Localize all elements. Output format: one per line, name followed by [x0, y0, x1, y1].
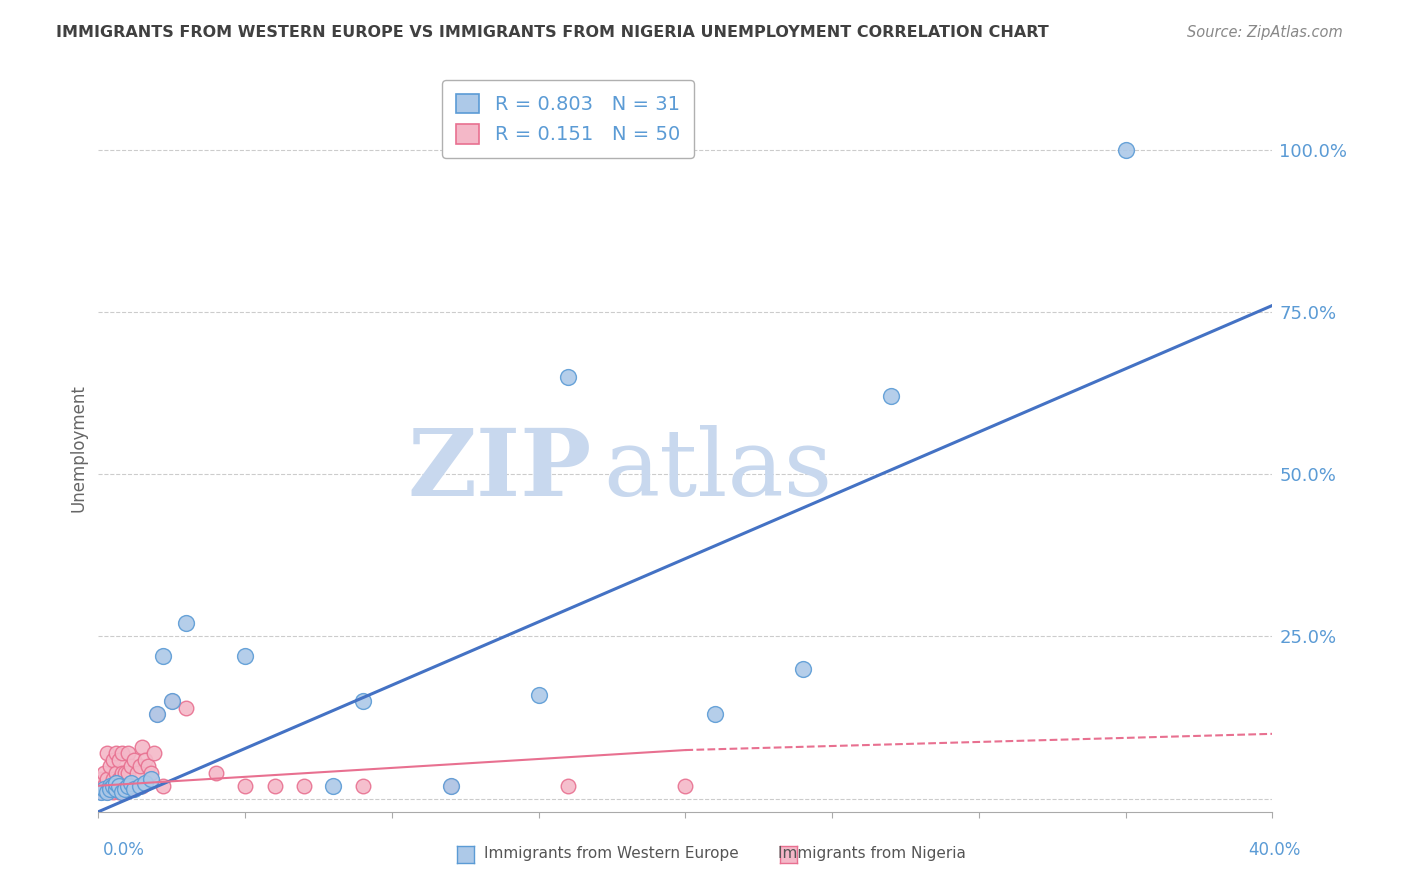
Point	[105, 765, 128, 780]
Point	[117, 747, 139, 761]
Point	[146, 707, 169, 722]
Point	[143, 747, 166, 761]
Point	[128, 779, 150, 793]
Point	[101, 772, 124, 787]
Point	[105, 782, 128, 797]
Point	[96, 785, 118, 799]
Point	[675, 779, 697, 793]
Point	[111, 785, 134, 799]
Point	[792, 662, 814, 676]
Point	[96, 785, 118, 799]
Point	[233, 779, 256, 793]
Point	[134, 775, 156, 789]
Point	[128, 759, 150, 773]
Text: IMMIGRANTS FROM WESTERN EUROPE VS IMMIGRANTS FROM NIGERIA UNEMPLOYMENT CORRELATI: IMMIGRANTS FROM WESTERN EUROPE VS IMMIGR…	[56, 25, 1049, 40]
Point	[122, 782, 145, 797]
Point	[108, 779, 131, 793]
Point	[114, 765, 136, 780]
Point	[93, 779, 115, 793]
Point	[120, 779, 142, 793]
Point	[105, 779, 128, 793]
Point	[111, 747, 134, 761]
Point	[557, 369, 579, 384]
Point	[439, 779, 461, 793]
Point	[120, 759, 142, 773]
Point	[101, 779, 124, 793]
Y-axis label: Unemployment: Unemployment	[69, 384, 87, 512]
Point	[205, 765, 228, 780]
Point	[108, 785, 131, 799]
Point	[117, 765, 139, 780]
Point	[146, 707, 169, 722]
Point	[93, 765, 115, 780]
Point	[176, 701, 198, 715]
Point	[131, 779, 153, 793]
Point	[111, 765, 134, 780]
Point	[263, 779, 285, 793]
Point	[880, 389, 903, 403]
Point	[703, 707, 725, 722]
Point	[131, 739, 153, 754]
Point	[90, 772, 112, 787]
Point	[111, 779, 134, 793]
Point	[152, 648, 174, 663]
Point	[101, 785, 124, 799]
Point	[1115, 143, 1137, 157]
Point	[176, 616, 198, 631]
Point	[120, 775, 142, 789]
Point	[114, 785, 136, 799]
Point	[141, 765, 163, 780]
Point	[160, 694, 183, 708]
Point	[352, 779, 374, 793]
Point	[90, 785, 112, 799]
Point	[96, 772, 118, 787]
Point	[125, 765, 148, 780]
Point	[160, 694, 183, 708]
Point	[136, 759, 159, 773]
Point	[122, 753, 145, 767]
Point	[114, 782, 136, 797]
Point	[122, 779, 145, 793]
Text: ZIP: ZIP	[408, 425, 592, 515]
Point	[98, 782, 121, 797]
Point	[439, 779, 461, 793]
Point	[108, 772, 131, 787]
Legend: R = 0.803   N = 31, R = 0.151   N = 50: R = 0.803 N = 31, R = 0.151 N = 50	[443, 80, 693, 158]
Point	[98, 759, 121, 773]
Point	[96, 747, 118, 761]
Point	[98, 779, 121, 793]
Point	[98, 779, 121, 793]
Point	[352, 694, 374, 708]
Text: Source: ZipAtlas.com: Source: ZipAtlas.com	[1187, 25, 1343, 40]
Point	[557, 779, 579, 793]
Point	[322, 779, 344, 793]
Point	[108, 753, 131, 767]
Text: Immigrants from Western Europe: Immigrants from Western Europe	[484, 846, 740, 861]
Point	[134, 753, 156, 767]
Point	[93, 782, 115, 797]
Text: Immigrants from Nigeria: Immigrants from Nigeria	[778, 846, 966, 861]
Text: 40.0%: 40.0%	[1249, 841, 1301, 859]
Point	[105, 775, 128, 789]
Point	[105, 747, 128, 761]
Point	[117, 779, 139, 793]
Text: atlas: atlas	[603, 425, 832, 515]
Point	[101, 753, 124, 767]
Point	[152, 779, 174, 793]
Point	[527, 688, 550, 702]
Point	[292, 779, 315, 793]
Point	[141, 772, 163, 787]
Point	[90, 785, 112, 799]
Point	[233, 648, 256, 663]
Text: 0.0%: 0.0%	[103, 841, 145, 859]
Point	[117, 779, 139, 793]
